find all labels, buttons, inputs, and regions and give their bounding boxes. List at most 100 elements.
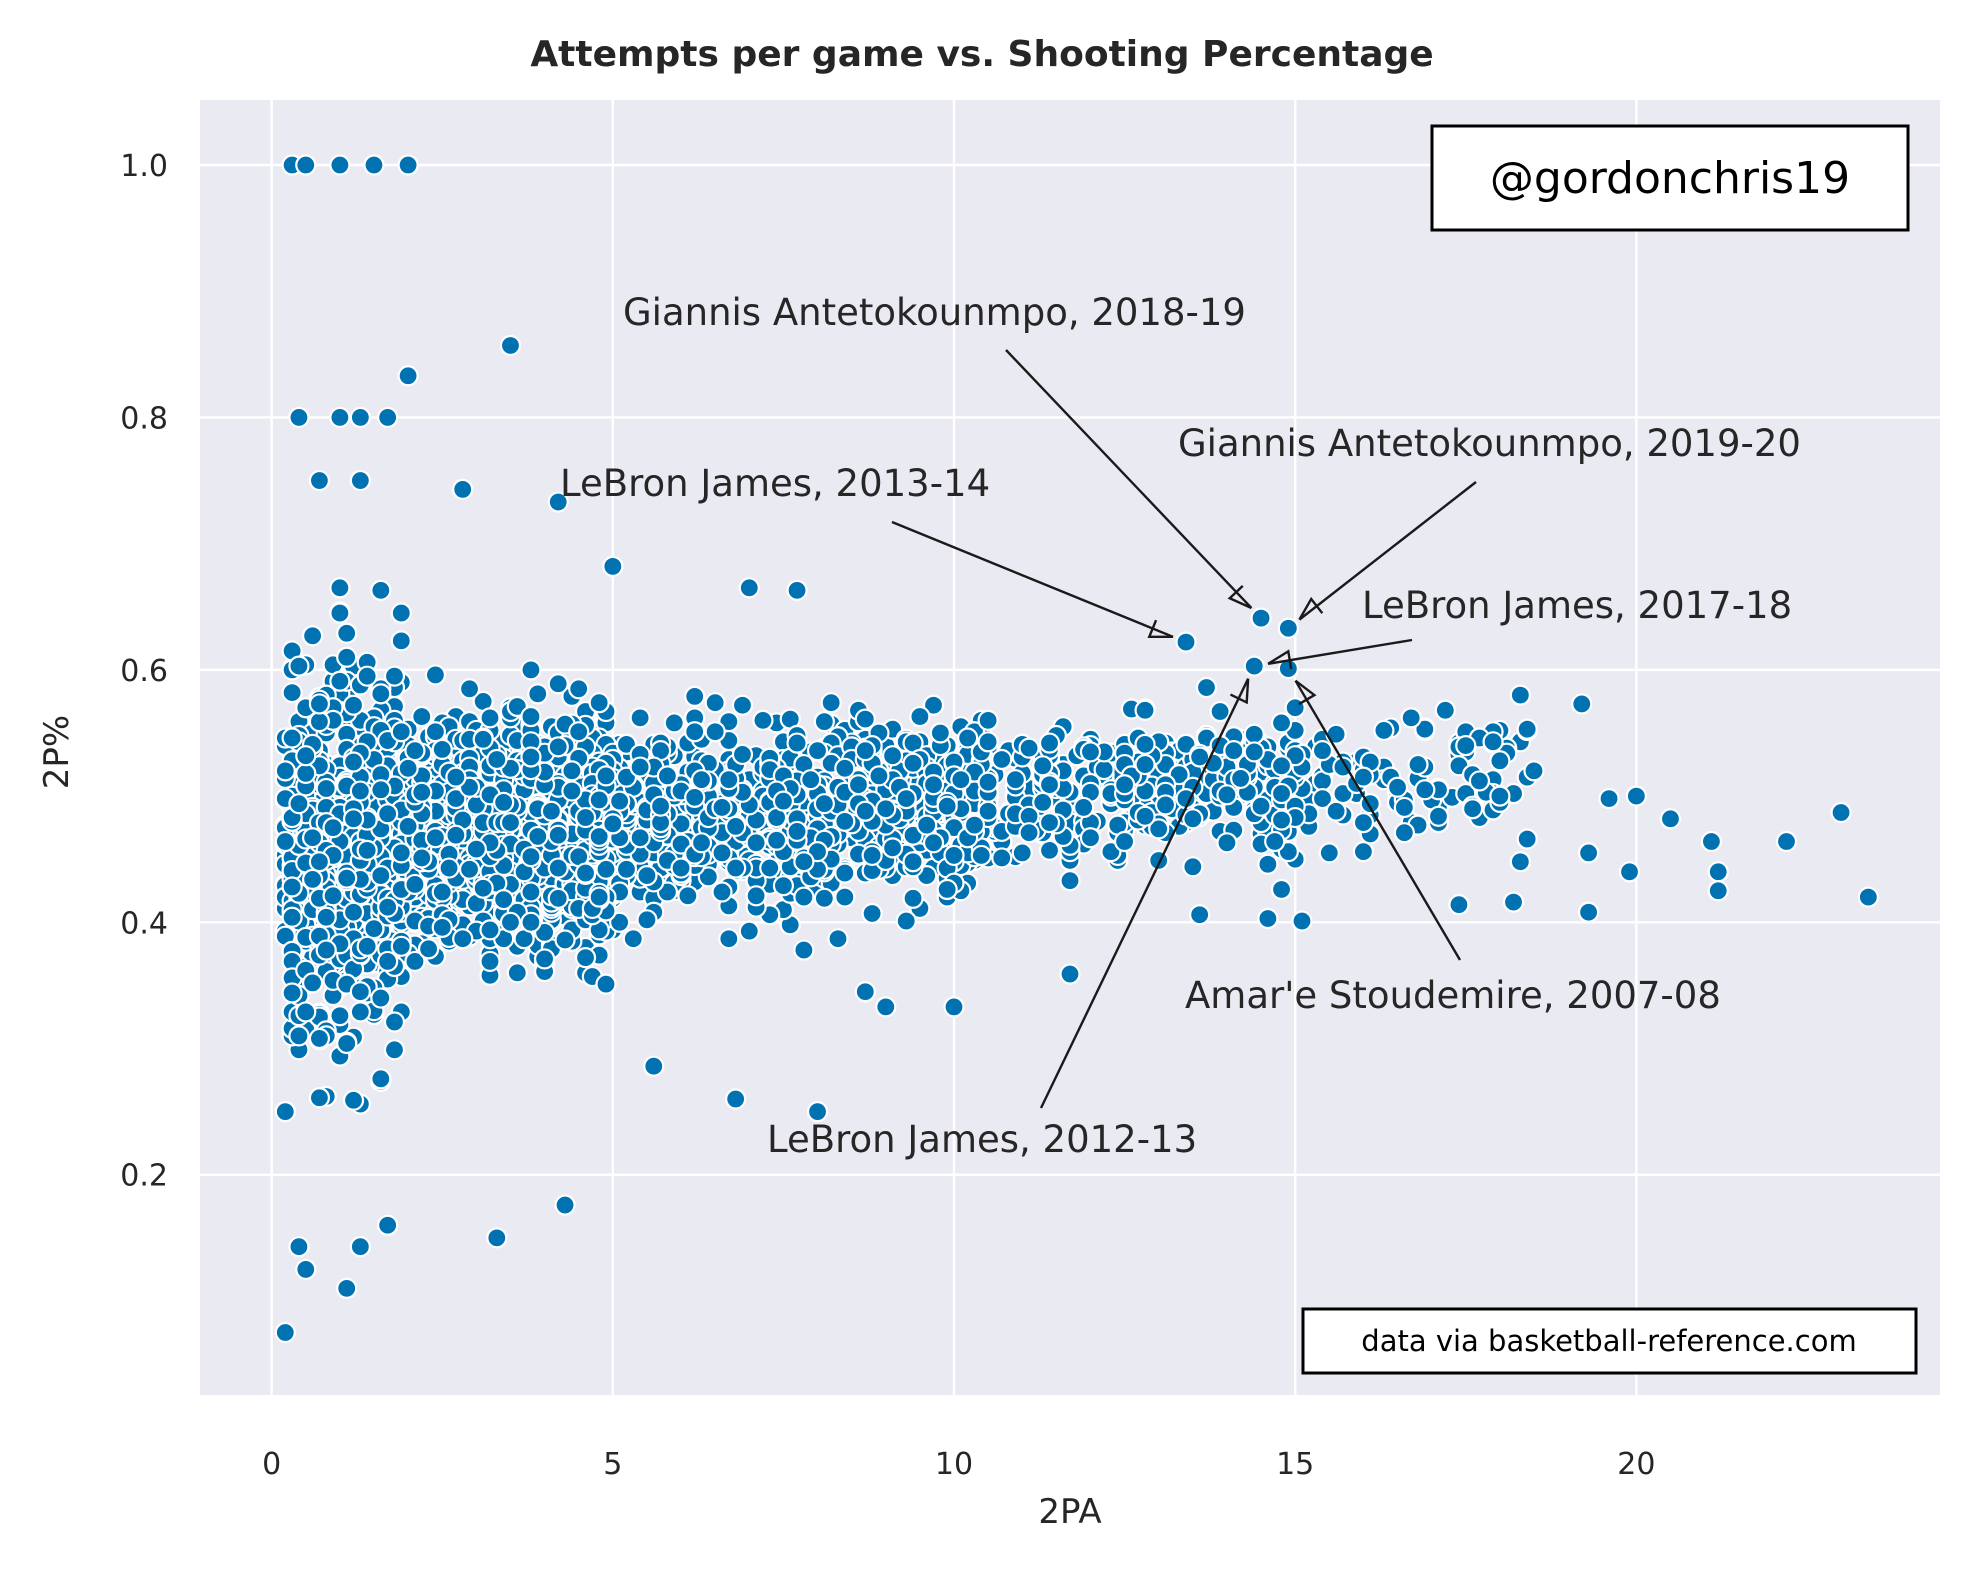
data-point xyxy=(772,875,795,897)
data-point xyxy=(602,555,624,577)
data-point xyxy=(424,721,447,743)
data-point xyxy=(479,950,501,973)
data-point xyxy=(922,832,945,854)
data-point xyxy=(377,896,399,918)
data-point xyxy=(1073,796,1095,819)
data-point xyxy=(295,762,317,784)
data-point xyxy=(684,721,706,743)
data-point xyxy=(561,780,583,802)
data-point xyxy=(404,740,426,762)
data-point xyxy=(1434,699,1456,721)
data-point xyxy=(356,839,378,861)
data-point xyxy=(1461,798,1484,820)
data-point xyxy=(574,947,597,969)
x-tick-label: 0 xyxy=(262,1447,281,1482)
data-point xyxy=(1243,741,1265,763)
data-point xyxy=(595,858,617,880)
data-point xyxy=(1311,788,1334,810)
data-point xyxy=(943,844,965,867)
data-point xyxy=(1243,723,1265,745)
data-point xyxy=(977,731,999,753)
data-point xyxy=(1175,631,1197,653)
data-point xyxy=(397,154,419,176)
data-point xyxy=(274,830,296,853)
data-point xyxy=(1134,699,1156,721)
data-point xyxy=(1523,760,1545,782)
data-point xyxy=(390,721,412,743)
data-point xyxy=(1386,776,1409,798)
data-point xyxy=(533,948,556,970)
data-point xyxy=(383,1039,406,1061)
data-point xyxy=(308,1087,331,1109)
data-point xyxy=(943,996,965,1018)
data-point xyxy=(445,824,467,846)
data-point xyxy=(1229,767,1252,790)
data-point xyxy=(342,901,365,923)
data-point xyxy=(554,1194,576,1216)
data-point xyxy=(281,727,303,749)
data-point xyxy=(377,1214,399,1236)
data-point xyxy=(1352,811,1375,834)
data-point xyxy=(301,827,324,849)
data-point xyxy=(936,878,958,901)
data-point xyxy=(1509,684,1531,706)
data-point xyxy=(390,842,412,864)
data-point xyxy=(1291,910,1313,932)
data-point xyxy=(411,705,433,728)
data-point xyxy=(847,774,870,796)
data-point xyxy=(520,705,542,728)
data-point xyxy=(731,743,754,766)
data-point xyxy=(411,847,433,869)
data-point xyxy=(922,694,945,716)
credit-box xyxy=(1301,1307,1918,1375)
data-point xyxy=(397,365,419,387)
data-point xyxy=(725,1088,747,1110)
annotation-lebron-2017-18: LeBron James, 2017-18 xyxy=(1362,584,1792,627)
data-point xyxy=(1018,822,1040,844)
data-point xyxy=(963,814,986,836)
data-point xyxy=(486,748,508,771)
data-point xyxy=(1502,891,1525,913)
data-point xyxy=(786,732,808,754)
data-point xyxy=(690,769,713,791)
data-point xyxy=(1830,801,1852,824)
data-point xyxy=(1257,853,1279,875)
data-point xyxy=(336,646,358,668)
data-point xyxy=(281,982,303,1004)
data-point xyxy=(288,406,310,429)
data-point xyxy=(479,919,501,941)
data-point xyxy=(1032,791,1054,814)
annotation-arrow-line xyxy=(1294,680,1462,961)
data-point xyxy=(547,887,569,909)
data-point xyxy=(588,825,610,848)
data-point xyxy=(813,793,835,815)
data-point xyxy=(806,1101,829,1123)
data-point xyxy=(793,939,815,961)
data-point xyxy=(1857,886,1879,908)
data-point xyxy=(383,1011,406,1033)
data-point xyxy=(1079,827,1102,849)
data-point xyxy=(308,469,331,492)
annotation-giannis-2018-19: Giannis Antetokounmpo, 2018-19 xyxy=(623,291,1246,334)
data-point xyxy=(336,1277,358,1299)
data-point xyxy=(772,790,795,812)
data-point xyxy=(417,938,440,960)
annotation-arrow-line xyxy=(891,520,1174,638)
data-point xyxy=(656,765,679,787)
data-point xyxy=(718,769,740,791)
data-point xyxy=(377,406,399,429)
data-point xyxy=(390,935,412,957)
data-point xyxy=(868,765,890,787)
data-point xyxy=(568,721,590,743)
data-point xyxy=(411,781,433,803)
data-point xyxy=(1427,805,1450,827)
data-point xyxy=(574,806,597,829)
data-point xyxy=(704,692,726,714)
annotation-arrow-line xyxy=(1039,678,1250,1109)
y-tick-label: 1.0 xyxy=(120,149,168,184)
data-point xyxy=(1182,856,1204,878)
data-point xyxy=(377,950,399,973)
annotation-arrow-line xyxy=(1005,349,1253,609)
data-point xyxy=(322,885,344,907)
data-point xyxy=(834,862,856,884)
